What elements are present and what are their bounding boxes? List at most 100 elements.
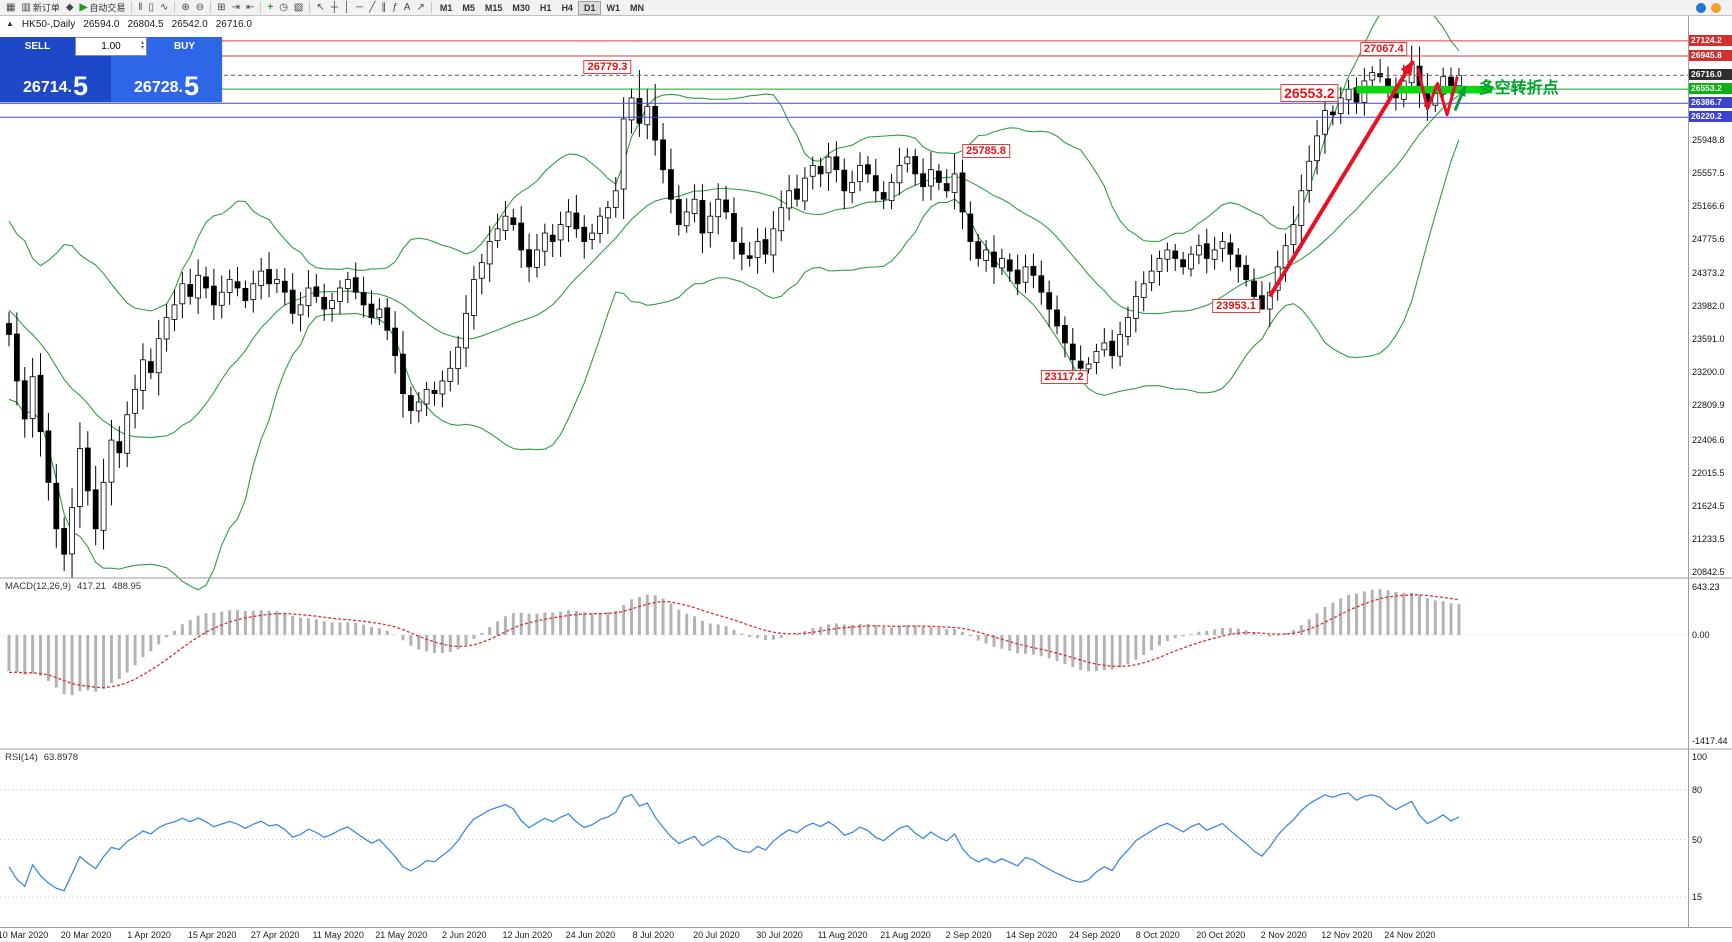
tile-windows-icon[interactable]: ⊞ bbox=[214, 1, 228, 15]
toolbar-separator bbox=[309, 2, 311, 13]
zoom-out-icon[interactable]: ⊖ bbox=[193, 1, 207, 15]
bar-chart-icon[interactable]: ‖ bbox=[135, 1, 145, 15]
sell-button[interactable]: SELL bbox=[0, 37, 75, 56]
bar-chart-icon: ‖ bbox=[138, 1, 143, 13]
periods-icon[interactable]: ◷ bbox=[276, 1, 291, 15]
toolbar-separator bbox=[260, 2, 262, 13]
arrow-object-icon: ↗ bbox=[416, 1, 425, 13]
timeframe-d1[interactable]: D1 bbox=[577, 0, 602, 15]
auto-scroll-icon[interactable]: ⇥ bbox=[229, 1, 243, 15]
line-chart-icon[interactable]: ∿ bbox=[157, 1, 171, 15]
timeframe-m15[interactable]: M15 bbox=[484, 2, 503, 13]
timeframe-m30[interactable]: M30 bbox=[512, 2, 530, 13]
time-axis-label: 2 Jun 2020 bbox=[441, 930, 487, 940]
horizontal-line-icon: ─ bbox=[356, 1, 364, 13]
layout-icon[interactable]: ◆ bbox=[63, 1, 77, 15]
price-big-digit: 5 bbox=[72, 71, 88, 101]
timeframe-w1[interactable]: W1 bbox=[606, 2, 620, 13]
time-axis-label: 27 Apr 2020 bbox=[250, 930, 300, 940]
community-icon[interactable] bbox=[1696, 2, 1706, 13]
vertical-line-icon[interactable]: │ bbox=[341, 1, 353, 15]
crosshair-icon[interactable]: ┼ bbox=[328, 1, 341, 15]
one-click-panel-toggle-icon[interactable]: ▲ bbox=[6, 19, 14, 28]
timeframe-h4[interactable]: H4 bbox=[561, 2, 573, 13]
rsi-panel[interactable] bbox=[0, 789, 1688, 898]
close-value: 26716.0 bbox=[215, 19, 252, 30]
price-big-digit: 5 bbox=[183, 71, 199, 101]
buy-price[interactable]: 26728. 5 bbox=[111, 56, 222, 102]
new-order-button[interactable]: ▥ 新订单 bbox=[18, 1, 62, 15]
macd-panel[interactable] bbox=[0, 589, 1688, 696]
time-axis-label: 14 Sep 2020 bbox=[1006, 930, 1058, 940]
line-chart-icon: ∿ bbox=[160, 1, 169, 13]
candlestick-chart-icon[interactable]: ▯ bbox=[145, 1, 157, 15]
price-annotation[interactable]: 27067.4 bbox=[1359, 41, 1408, 56]
time-axis-label: 11 Aug 2020 bbox=[817, 930, 868, 940]
auto-trading-button[interactable]: ▶ 自动交易 bbox=[77, 1, 129, 15]
time-axis-label: 20 Oct 2020 bbox=[1196, 930, 1246, 940]
volume-input[interactable]: 1.00 ▴ ▾ bbox=[75, 37, 147, 56]
zoom-in-icon: ⊕ bbox=[181, 1, 190, 13]
volume-up-button[interactable]: ▴ bbox=[140, 40, 144, 46]
one-click-trading-panel: SELL 1.00 ▴ ▾ BUY 26714. 5 26728. 5 bbox=[0, 37, 222, 102]
timeframe-m1[interactable]: M1 bbox=[439, 2, 453, 13]
rsi-name: RSI(14) bbox=[5, 752, 38, 763]
time-axis-label: 24 Nov 2020 bbox=[1384, 930, 1436, 940]
buy-button[interactable]: BUY bbox=[147, 37, 222, 56]
time-axis-label: 24 Jun 2020 bbox=[565, 930, 616, 940]
toolbar-separator bbox=[174, 2, 176, 13]
time-axis-label: 20 Mar 2020 bbox=[60, 930, 112, 940]
trend-annotations[interactable] bbox=[1268, 59, 1493, 298]
price-axis-label: 25557.5 bbox=[1692, 168, 1725, 179]
price-annotation[interactable]: 25785.8 bbox=[962, 144, 1010, 159]
volume-down-button[interactable]: ▾ bbox=[140, 45, 144, 51]
channel-icon[interactable]: ∥ bbox=[378, 1, 389, 15]
indicators-icon[interactable]: + bbox=[264, 1, 276, 15]
rsi-axis-label: 15 bbox=[1692, 892, 1703, 903]
layout-icon: ◆ bbox=[65, 1, 74, 13]
fibonacci-icon[interactable]: ƒ bbox=[389, 1, 401, 15]
fibonacci-icon: ƒ bbox=[392, 1, 398, 13]
rsi-indicator-label: RSI(14) 63.8978 bbox=[5, 752, 78, 763]
templates-icon[interactable]: ▧ bbox=[291, 1, 306, 15]
open-value: 26594.0 bbox=[83, 19, 120, 30]
chart-shift-icon: ⇤ bbox=[245, 1, 255, 13]
axis-price-tag: 26553.2 bbox=[1689, 83, 1732, 95]
vertical-line-icon: │ bbox=[343, 1, 351, 13]
price-annotation[interactable]: 23117.2 bbox=[1040, 369, 1088, 384]
auto-trading-button-label: 自动交易 bbox=[89, 3, 126, 13]
horizontal-line-icon[interactable]: ─ bbox=[353, 1, 366, 15]
axis-price-tag: 27124.2 bbox=[1689, 34, 1732, 46]
search-icon[interactable] bbox=[1711, 2, 1721, 13]
timeframe-m5[interactable]: M5 bbox=[462, 2, 475, 13]
volume-value: 1.00 bbox=[101, 41, 121, 52]
symbol-period-label: HK50-,Daily bbox=[21, 19, 76, 30]
toolbar-separator bbox=[210, 2, 212, 13]
time-axis-label: 21 May 2020 bbox=[375, 930, 428, 940]
timeframe-mn[interactable]: MN bbox=[629, 2, 644, 13]
macd-axis-label: 0.00 bbox=[1692, 630, 1710, 640]
new-chart-icon[interactable]: ▦ bbox=[3, 1, 18, 15]
axis-price-tag: 26945.8 bbox=[1689, 49, 1732, 61]
chart-shift-icon[interactable]: ⇤ bbox=[243, 1, 257, 15]
price-axis-label: 22809.9 bbox=[1692, 400, 1725, 411]
turning-point-note[interactable]: 多空转折点 bbox=[1478, 79, 1559, 97]
price-main-digits: 26714. bbox=[23, 79, 72, 96]
price-axis-label: 22406.6 bbox=[1692, 434, 1725, 445]
trendline-icon[interactable]: ╱ bbox=[366, 1, 378, 15]
time-axis-label: 24 Sep 2020 bbox=[1069, 930, 1121, 940]
time-axis-label: 11 May 2020 bbox=[312, 930, 364, 940]
sell-price[interactable]: 26714. 5 bbox=[0, 56, 111, 102]
price-annotation[interactable]: 26779.3 bbox=[583, 60, 632, 75]
zoom-in-icon[interactable]: ⊕ bbox=[178, 1, 192, 15]
time-axis-label: 8 Jul 2020 bbox=[632, 930, 675, 940]
cursor-icon[interactable]: ↖ bbox=[313, 1, 327, 15]
chart-ohlc-header: ▲ HK50-,Daily 26594.0 26804.5 26542.0 26… bbox=[6, 19, 252, 30]
price-annotation[interactable]: 26553.2 bbox=[1280, 84, 1339, 103]
price-annotation[interactable]: 23953.1 bbox=[1212, 298, 1260, 313]
arrow-object-icon[interactable]: ↗ bbox=[413, 1, 427, 15]
text-icon[interactable]: A bbox=[401, 1, 414, 15]
macd-name: MACD(12,26,9) bbox=[5, 581, 71, 592]
timeframe-h1[interactable]: H1 bbox=[539, 2, 552, 13]
